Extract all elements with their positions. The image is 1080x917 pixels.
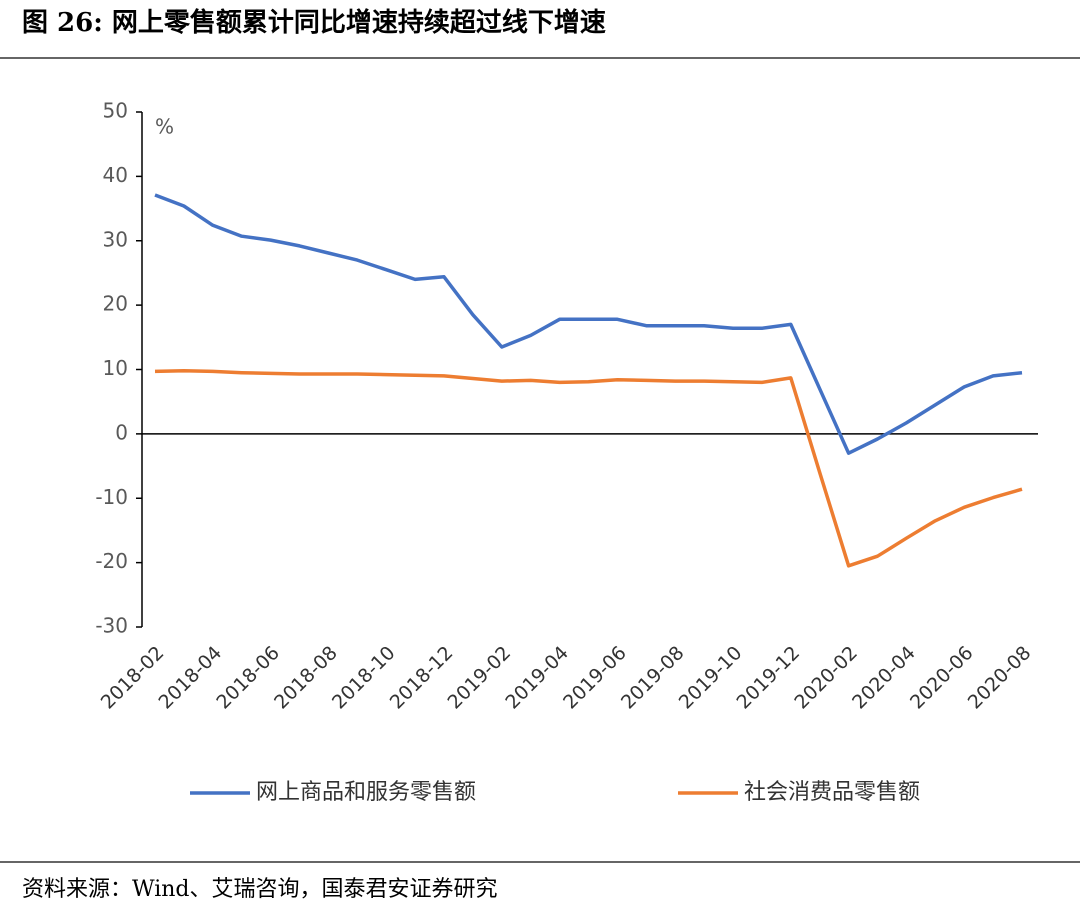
x-tick-label: 2019-12 xyxy=(733,642,805,714)
x-tick-label: 2020-06 xyxy=(906,642,978,714)
x-tick-label: 2018-10 xyxy=(328,642,400,714)
y-tick-label: -20 xyxy=(95,549,128,573)
x-tick-label: 2019-10 xyxy=(675,642,747,714)
x-tick-label: 2019-02 xyxy=(444,642,516,714)
x-tick-label: 2018-12 xyxy=(386,642,458,714)
source: 资料来源：Wind、艾瑞咨询，国泰君安证券研究 xyxy=(22,877,498,902)
x-tick-label: 2019-04 xyxy=(501,642,573,714)
x-tick-label: 2019-06 xyxy=(559,642,631,714)
y-tick-label: 40 xyxy=(103,163,128,187)
y-tick-label: 0 xyxy=(115,420,128,444)
y-tick-label: 10 xyxy=(103,356,128,380)
y-tick-label: -10 xyxy=(95,485,128,509)
y-unit: % xyxy=(155,115,174,139)
x-tick-label: 2020-02 xyxy=(790,642,862,714)
y-tick-label: -30 xyxy=(95,614,128,638)
x-tick-label: 2018-06 xyxy=(212,642,284,714)
x-tick-label: 2018-02 xyxy=(97,642,169,714)
series-line xyxy=(154,369,1023,568)
y-tick-label: 50 xyxy=(103,99,128,123)
legend-label: 网上商品和服务零售额 xyxy=(256,780,476,805)
title: 图 26: 网上零售额累计同比增速持续超过线下增速 xyxy=(22,7,606,38)
x-tick-label: 2019-08 xyxy=(617,642,689,714)
series-line xyxy=(154,193,1023,455)
x-tick-label: 2018-04 xyxy=(155,642,227,714)
x-tick-label: 2018-08 xyxy=(270,642,342,714)
legend-label: 社会消费品零售额 xyxy=(744,780,920,805)
y-tick-label: 30 xyxy=(103,227,128,251)
x-tick-label: 2020-08 xyxy=(964,642,1036,714)
y-tick-label: 20 xyxy=(103,292,128,316)
x-tick-label: 2020-04 xyxy=(848,642,920,714)
